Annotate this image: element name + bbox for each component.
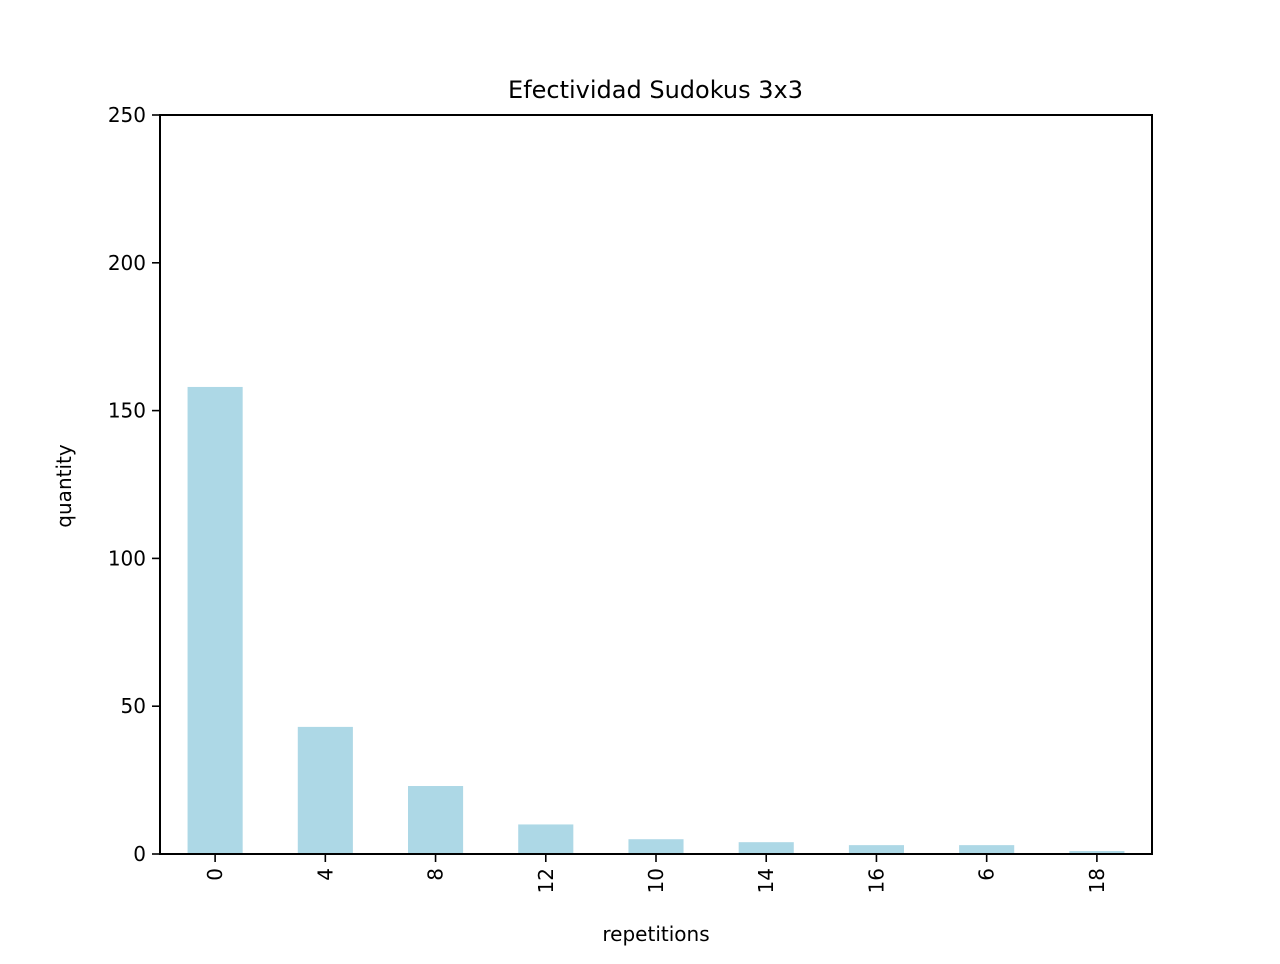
bar-12 xyxy=(518,824,574,854)
bar-14 xyxy=(738,842,794,854)
x-tick-label: 8 xyxy=(424,868,448,881)
plot-frame xyxy=(159,114,1153,855)
x-tick-label: 14 xyxy=(754,868,778,893)
bars-group xyxy=(187,386,1125,854)
bar-16 xyxy=(848,845,904,854)
x-axis-ticks: 0 4 8 12 10 14 16 6 18 xyxy=(203,854,1109,893)
x-tick-label: 16 xyxy=(864,868,888,893)
bar-4 xyxy=(297,726,353,854)
x-tick-label: 4 xyxy=(313,868,337,881)
y-tick-label: 100 xyxy=(108,546,146,570)
x-axis-label: repetitions xyxy=(602,922,709,946)
y-tick-label: 200 xyxy=(108,251,146,275)
y-tick-label: 0 xyxy=(133,842,146,866)
bar-6 xyxy=(959,845,1015,854)
x-tick-label: 6 xyxy=(975,868,999,881)
x-tick-label: 0 xyxy=(203,868,227,881)
y-tick-label: 250 xyxy=(108,103,146,127)
bar-18 xyxy=(1069,851,1125,854)
bar-0 xyxy=(187,386,243,854)
y-axis-label: quantity xyxy=(52,444,76,528)
bar-10 xyxy=(628,839,684,854)
chart-title: Efectividad Sudokus 3x3 xyxy=(508,76,803,104)
x-tick-label: 18 xyxy=(1085,868,1109,893)
y-axis-ticks: 0 50 100 150 200 250 xyxy=(108,103,160,866)
x-tick-label: 12 xyxy=(534,868,558,893)
y-tick-label: 150 xyxy=(108,399,146,423)
x-tick-label: 10 xyxy=(644,868,668,893)
y-tick-label: 50 xyxy=(121,694,146,718)
bar-8 xyxy=(408,786,464,854)
